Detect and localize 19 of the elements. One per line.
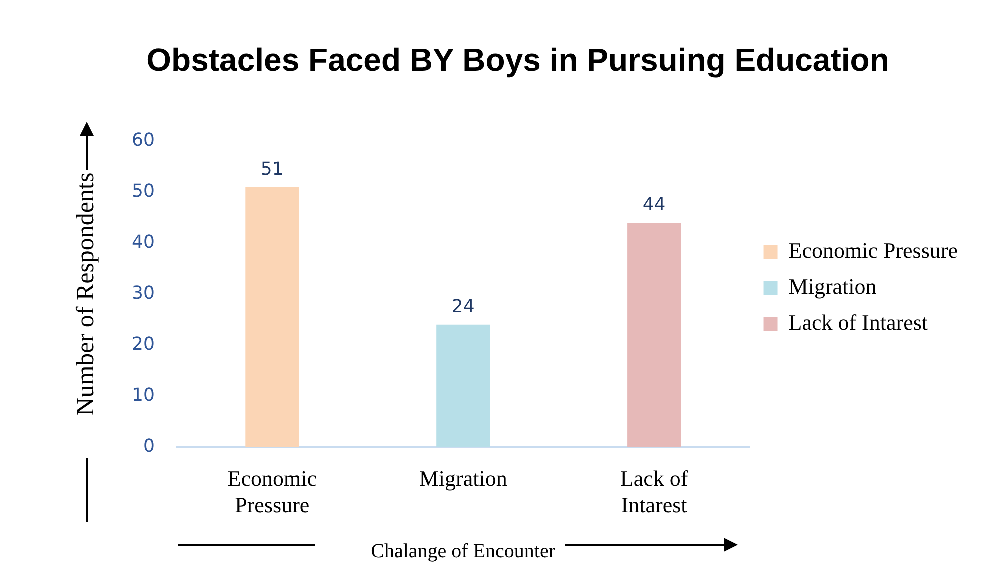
legend-label: Migration — [788, 274, 877, 299]
x-axis-title: Chalange of Encounter — [371, 540, 556, 562]
data-label: 44 — [642, 194, 666, 216]
y-tick-label: 0 — [143, 436, 155, 457]
y-tick-label: 60 — [132, 130, 155, 152]
legend-label: Lack of Intarest — [788, 310, 928, 335]
data-label: 24 — [452, 296, 475, 318]
y-tick-label: 10 — [132, 384, 155, 406]
x-tick-label: Migration — [419, 466, 508, 492]
y-tick-label: 40 — [132, 232, 155, 254]
y-tick-label: 20 — [132, 334, 155, 355]
legend-label: Economic Pressure — [788, 238, 958, 263]
x-tick-label: Lack of Intarest — [620, 466, 689, 518]
data-label: 51 — [260, 158, 284, 180]
y-tick-label: 30 — [132, 282, 155, 304]
y-axis-title: Number of Respondents — [72, 172, 100, 416]
chart-title: Obstacles Faced BY Boys in Pursuing Education — [146, 42, 890, 78]
y-tick-label: 50 — [132, 181, 155, 202]
x-tick-label: Economic Pressure — [228, 466, 318, 518]
